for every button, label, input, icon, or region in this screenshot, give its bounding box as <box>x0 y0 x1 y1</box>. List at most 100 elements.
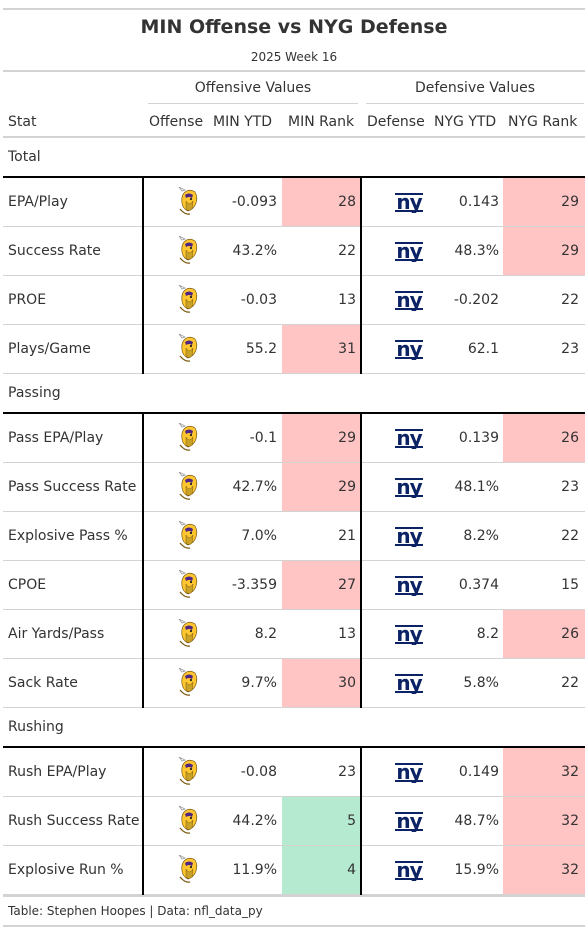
vikings-logo-icon <box>176 284 202 319</box>
defensive-values-spanner: Defensive Values <box>414 80 536 96</box>
header-divider <box>3 136 585 138</box>
min-ytd-value: 8.2 <box>254 626 277 642</box>
group-label: Rushing <box>8 719 64 735</box>
giants-logo-icon: ny <box>394 573 424 600</box>
nyg-rank-value: 29 <box>561 243 579 259</box>
min-ytd-value: -0.1 <box>249 430 277 446</box>
table-row: Air Yards/Pass 8.2 13 8.2 26 ny <box>3 610 585 659</box>
group-label: Passing <box>8 385 61 401</box>
min-rank-value: 27 <box>338 577 356 593</box>
stat-name: EPA/Play <box>8 194 68 210</box>
table-row: Plays/Game 55.2 31 62.1 23 ny <box>3 325 585 374</box>
vikings-logo-icon <box>176 569 202 604</box>
defensive-spanner-line <box>366 103 584 104</box>
giants-logo-icon: ny <box>394 337 424 364</box>
col-header-defense: Defense <box>367 114 425 130</box>
nyg-ytd-value: -0.202 <box>453 292 499 308</box>
giants-logo-icon: ny <box>394 288 424 315</box>
nyg-rank-value: 23 <box>561 479 579 495</box>
nyg-rank-highlight <box>503 846 585 894</box>
nyg-rank-value: 32 <box>561 862 579 878</box>
min-ytd-value: 43.2% <box>232 243 277 259</box>
min-rank-highlight <box>282 659 360 707</box>
table-row: Pass Success Rate 42.7% 29 48.1% 23 ny <box>3 463 585 512</box>
min-rank-value: 13 <box>338 626 356 642</box>
nyg-rank-value: 32 <box>561 764 579 780</box>
stat-name: Air Yards/Pass <box>8 626 105 642</box>
title-block: MIN Offense vs NYG Defense 2025 Week 16 <box>3 8 585 70</box>
nyg-ytd-value: 62.1 <box>467 341 499 357</box>
table-subtitle: 2025 Week 16 <box>250 50 338 64</box>
table-row: Rush EPA/Play -0.08 23 0.149 32 ny <box>3 748 585 797</box>
stat-name: Success Rate <box>8 243 101 259</box>
nyg-ytd-value: 5.8% <box>463 675 499 691</box>
nyg-rank-value: 15 <box>561 577 579 593</box>
group-top-border <box>3 412 585 414</box>
nyg-ytd-value: 0.374 <box>458 577 499 593</box>
nyg-rank-value: 22 <box>561 528 579 544</box>
min-rank-highlight <box>282 846 360 894</box>
table-row: Success Rate 43.2% 22 48.3% 29 ny <box>3 227 585 276</box>
stat-name: Pass EPA/Play <box>8 430 104 446</box>
stat-name: Sack Rate <box>8 675 78 691</box>
stat-name: PROE <box>8 292 47 308</box>
vikings-logo-icon <box>176 520 202 555</box>
min-ytd-value: 11.9% <box>232 862 277 878</box>
min-rank-highlight <box>282 463 360 511</box>
vikings-logo-icon <box>176 618 202 653</box>
vikings-logo-icon <box>176 667 202 702</box>
vikings-logo-icon <box>176 186 202 221</box>
nyg-ytd-value: 48.1% <box>454 479 499 495</box>
giants-logo-icon: ny <box>394 426 424 453</box>
vikings-logo-icon <box>176 854 202 889</box>
min-rank-value: 31 <box>338 341 356 357</box>
giants-logo-icon: ny <box>394 858 424 885</box>
nyg-rank-highlight <box>503 797 585 845</box>
stat-name: Explosive Pass % <box>8 528 128 544</box>
title-divider <box>3 70 585 72</box>
min-rank-value: 30 <box>338 675 356 691</box>
offense-defense-divider <box>360 748 362 895</box>
min-rank-value: 4 <box>347 862 356 878</box>
offense-defense-divider <box>360 178 362 374</box>
giants-logo-icon: ny <box>394 671 424 698</box>
nyg-ytd-value: 48.3% <box>454 243 499 259</box>
min-ytd-value: 9.7% <box>241 675 277 691</box>
stat-name: Pass Success Rate <box>8 479 137 495</box>
stat-offense-divider <box>142 414 144 708</box>
min-rank-highlight <box>282 178 360 226</box>
nyg-ytd-value: 8.2% <box>463 528 499 544</box>
nyg-rank-value: 26 <box>561 430 579 446</box>
offensive-values-spanner: Offensive Values <box>194 80 312 96</box>
nyg-rank-highlight <box>503 748 585 796</box>
min-rank-value: 29 <box>338 479 356 495</box>
table-source-note: Table: Stephen Hoopes | Data: nfl_data_p… <box>8 904 263 918</box>
group-top-border <box>3 176 585 178</box>
giants-logo-icon: ny <box>394 760 424 787</box>
min-rank-highlight <box>282 797 360 845</box>
table-row: Pass EPA/Play -0.1 29 0.139 26 ny <box>3 414 585 463</box>
vikings-logo-icon <box>176 756 202 791</box>
nyg-rank-value: 23 <box>561 341 579 357</box>
min-rank-highlight <box>282 414 360 462</box>
min-ytd-value: 7.0% <box>241 528 277 544</box>
stat-offense-divider <box>142 178 144 374</box>
table-row: Explosive Run % 11.9% 4 15.9% 32 ny <box>3 846 585 895</box>
table-row: Rush Success Rate 44.2% 5 48.7% 32 ny <box>3 797 585 846</box>
nyg-ytd-value: 0.143 <box>458 194 499 210</box>
nyg-rank-highlight <box>503 227 585 275</box>
table-row: EPA/Play -0.093 28 0.143 29 ny <box>3 178 585 227</box>
min-ytd-value: -0.03 <box>240 292 277 308</box>
footer-divider <box>3 895 585 897</box>
min-rank-highlight <box>282 325 360 373</box>
nyg-rank-highlight <box>503 178 585 226</box>
nyg-ytd-value: 0.149 <box>458 764 499 780</box>
min-rank-value: 29 <box>338 430 356 446</box>
stat-name: CPOE <box>8 577 47 593</box>
min-rank-value: 5 <box>347 813 356 829</box>
nyg-ytd-value: 8.2 <box>476 626 499 642</box>
stat-offense-divider <box>142 748 144 895</box>
table-row: Explosive Pass % 7.0% 21 8.2% 22 ny <box>3 512 585 561</box>
col-header-min-rank: MIN Rank <box>288 114 355 130</box>
nyg-ytd-value: 48.7% <box>454 813 499 829</box>
